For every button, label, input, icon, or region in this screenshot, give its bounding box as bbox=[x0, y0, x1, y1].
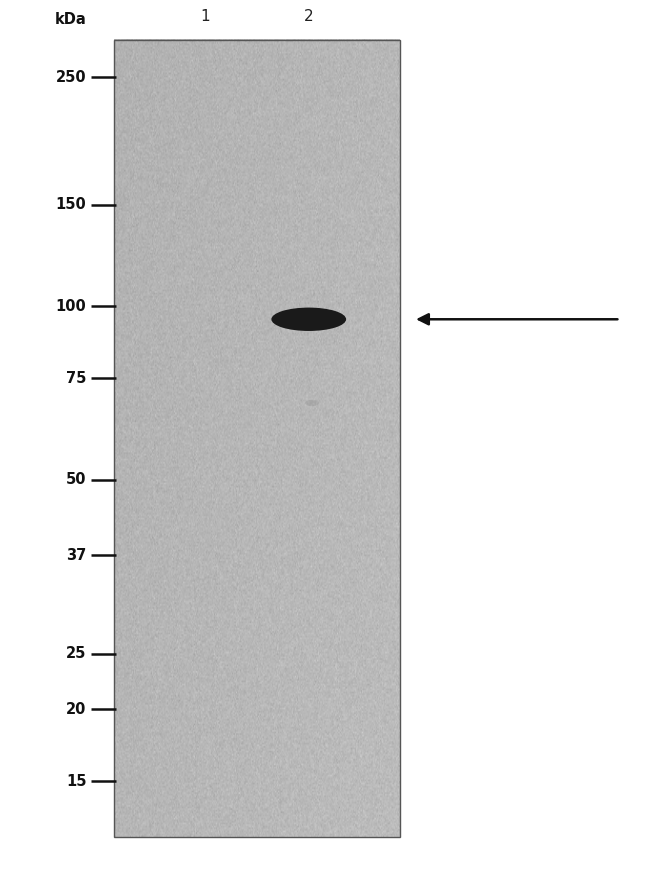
Text: 150: 150 bbox=[56, 198, 86, 213]
Text: 1: 1 bbox=[200, 9, 209, 24]
Ellipse shape bbox=[272, 307, 346, 331]
Text: 250: 250 bbox=[56, 69, 86, 84]
Text: 75: 75 bbox=[66, 371, 86, 386]
Text: 2: 2 bbox=[304, 9, 313, 24]
Text: kDa: kDa bbox=[55, 12, 86, 27]
Text: 50: 50 bbox=[66, 472, 86, 487]
Text: 100: 100 bbox=[56, 299, 86, 314]
Text: 37: 37 bbox=[66, 548, 86, 563]
Text: 25: 25 bbox=[66, 646, 86, 661]
Text: 20: 20 bbox=[66, 702, 86, 717]
Ellipse shape bbox=[306, 400, 318, 406]
Text: 15: 15 bbox=[66, 773, 86, 789]
